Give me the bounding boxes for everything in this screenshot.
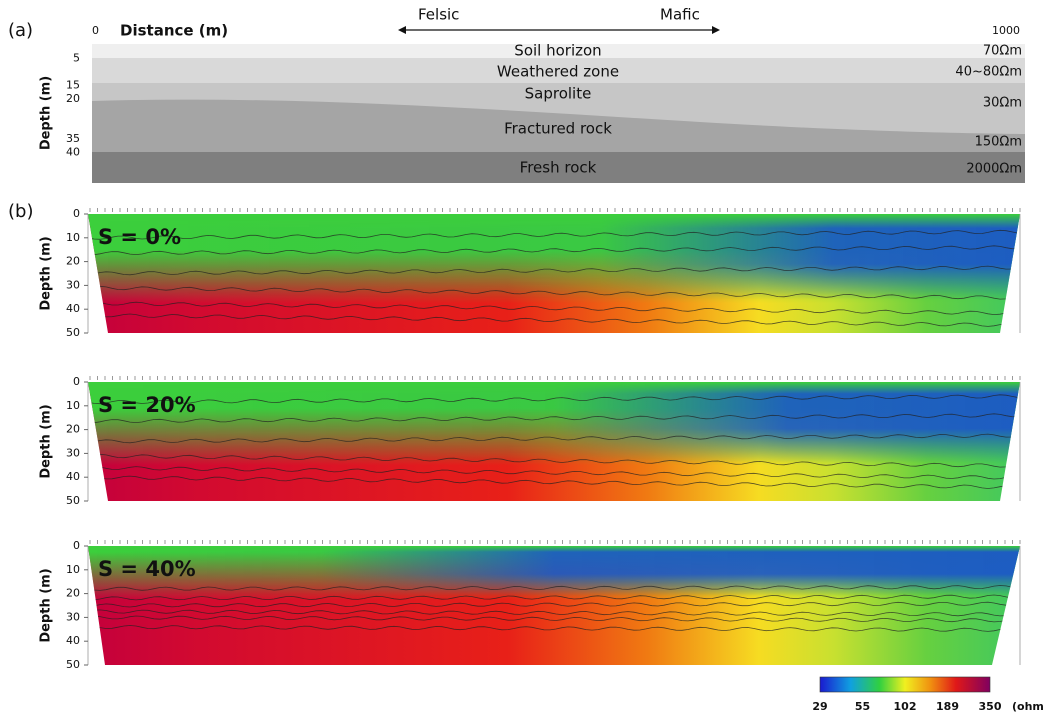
- layer-name: Saprolite: [525, 85, 592, 103]
- depth-tick-label: 40: [66, 470, 80, 483]
- depth-label: Depth (m): [39, 404, 54, 478]
- section: 0 10 20 30 40 50 Depth (m) S = 20%: [39, 375, 1021, 507]
- depth-tick-label: 10: [66, 563, 80, 576]
- panel-label: (a): [8, 20, 33, 41]
- section: 0 10 20 30 40 50 Depth (m) S = 0%: [39, 207, 1021, 339]
- depth-tick-label: 10: [66, 231, 80, 244]
- depth-tick-label: 5: [73, 51, 80, 64]
- colorbar-unit: (ohm-m): [1012, 700, 1044, 713]
- depth-tick-label: 10: [66, 399, 80, 412]
- depth-label: Depth (m): [39, 76, 54, 150]
- depth-tick-label: 30: [66, 610, 80, 623]
- depth-tick-label: 40: [66, 634, 80, 647]
- colorbar-tick-label: 350: [979, 700, 1002, 713]
- layer-name: Soil horizon: [514, 42, 601, 60]
- colorbar-tick-label: 55: [855, 700, 870, 713]
- depth-tick-label: 15: [66, 78, 80, 91]
- colorbar-tick-label: 29: [812, 700, 827, 713]
- resistivity-blue: [88, 214, 1020, 333]
- distance-start: 0: [92, 24, 99, 37]
- panel-a: (a) 0 Distance (m) 1000 Felsic Mafic Dep…: [8, 6, 1025, 184]
- depth-label: Depth (m): [39, 568, 54, 642]
- colorbar: [820, 677, 990, 692]
- layer-resistivity: 150Ωm: [975, 135, 1022, 150]
- depth-tick-label: 50: [66, 658, 80, 671]
- mafic-label: Mafic: [660, 6, 700, 24]
- depth-tick-label: 0: [73, 375, 80, 388]
- layer-resistivity: 2000Ωm: [966, 162, 1022, 177]
- depth-tick-label: 40: [66, 146, 80, 159]
- panel-label: (b): [8, 201, 33, 222]
- depth-label: Depth (m): [39, 236, 54, 310]
- layer-resistivity: 70Ωm: [983, 44, 1022, 59]
- depth-tick-label: 20: [66, 587, 80, 600]
- depth-tick-label: 35: [66, 132, 80, 145]
- section-title: S = 20%: [98, 393, 196, 417]
- layer-name: Fresh rock: [520, 159, 597, 177]
- depth-tick-label: 20: [66, 423, 80, 436]
- depth-tick-label: 0: [73, 539, 80, 552]
- depth-tick-label: 30: [66, 446, 80, 459]
- layer-resistivity: 30Ωm: [983, 96, 1022, 111]
- distance-end: 1000: [992, 24, 1020, 37]
- depth-tick-label: 50: [66, 494, 80, 507]
- page: {"panel_a": {"label": "(a)", "distance_s…: [0, 0, 1044, 716]
- layer-name: Fractured rock: [504, 120, 612, 138]
- section-image: [88, 214, 1020, 333]
- depth-tick-label: 20: [66, 255, 80, 268]
- felsic-label: Felsic: [418, 6, 459, 24]
- layer-resistivity: 40~80Ωm: [955, 65, 1022, 80]
- depth-tick-label: 0: [73, 207, 80, 220]
- section-title: S = 40%: [98, 557, 196, 581]
- layer-name: Weathered zone: [497, 63, 619, 81]
- depth-tick-label: 20: [66, 92, 80, 105]
- depth-tick-label: 30: [66, 278, 80, 291]
- depth-tick-label: 50: [66, 326, 80, 339]
- depth-tick-label: 40: [66, 302, 80, 315]
- colorbar-tick-label: 189: [936, 700, 959, 713]
- figure: (a) 0 Distance (m) 1000 Felsic Mafic Dep…: [0, 0, 1044, 716]
- colorbar-tick-label: 102: [894, 700, 917, 713]
- section-image: [88, 546, 1020, 665]
- section-image: [88, 382, 1020, 501]
- section-title: S = 0%: [98, 225, 181, 249]
- section: 0 10 20 30 40 50 Depth (m) S = 40%: [39, 539, 1021, 671]
- distance-label: Distance (m): [120, 22, 228, 40]
